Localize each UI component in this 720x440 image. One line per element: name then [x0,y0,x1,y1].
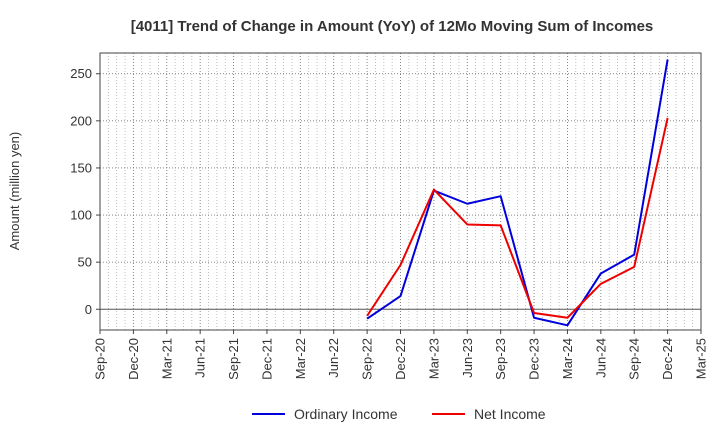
grid-lines [100,53,701,330]
x-tick-label: Dec-23 [527,338,542,380]
y-tick-label: 250 [70,66,92,81]
x-tick-label: Mar-22 [293,338,308,379]
x-tick-label: Sep-21 [226,338,241,380]
x-tick-label: Dec-21 [259,338,274,380]
x-axis-ticks: Sep-20 Dec-20 Mar-21 Jun-21 Sep-21 Dec-21 Mar-… [93,330,709,380]
x-tick-label: Dec-20 [126,338,141,380]
y-axis-ticks: 0 50 100 150 200 250 [70,66,100,317]
x-tick-label: Sep-24 [627,338,642,380]
series-line-net-income [366,117,669,319]
legend-label-net-income: Net Income [474,406,546,422]
y-tick-label: 0 [85,302,92,317]
y-tick-label: 200 [70,113,92,128]
x-tick-label: Sep-20 [93,338,108,380]
x-tick-label: Jun-24 [593,338,608,378]
chart-title: [4011] Trend of Change in Amount (YoY) o… [131,18,654,35]
legend-label-ordinary-income: Ordinary Income [294,406,398,422]
y-tick-label: 50 [78,255,92,270]
y-axis-label: Amount (million yen) [7,132,22,251]
y-tick-label: 100 [70,208,92,223]
legend: Ordinary Income Net Income [252,406,546,422]
x-tick-label: Jun-21 [193,338,208,378]
x-tick-label: Mar-24 [560,338,575,379]
x-tick-label: Sep-22 [360,338,375,380]
x-tick-label: Dec-22 [393,338,408,380]
x-tick-label: Dec-24 [660,338,675,380]
x-tick-label: Jun-22 [326,338,341,378]
y-tick-label: 150 [70,160,92,175]
x-tick-label: Jun-23 [460,338,475,378]
x-tick-label: Sep-23 [493,338,508,380]
x-tick-label: Mar-23 [426,338,441,379]
series-layer [366,59,669,327]
series-line-ordinary-income [366,59,669,327]
x-tick-label: Mar-21 [159,338,174,379]
x-tick-label: Mar-25 [694,338,709,379]
